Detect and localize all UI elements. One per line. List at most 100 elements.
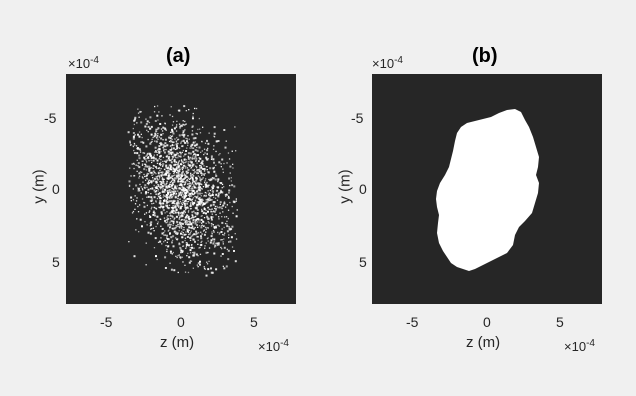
- speckle-point: [161, 171, 164, 174]
- speckle-point: [171, 124, 174, 126]
- speckle-point: [154, 140, 156, 142]
- speckle-point: [170, 165, 173, 168]
- speckle-point: [132, 199, 135, 201]
- speckle-point: [199, 204, 202, 206]
- speckle-point: [212, 185, 214, 187]
- speckle-point: [199, 253, 202, 255]
- speckle-point: [177, 176, 179, 178]
- speckle-point: [191, 190, 193, 192]
- speckle-point: [193, 227, 195, 230]
- speckle-point: [216, 242, 219, 245]
- speckle-point: [193, 251, 196, 254]
- speckle-point: [165, 161, 167, 163]
- speckle-point: [207, 227, 209, 229]
- speckle-point: [208, 208, 210, 210]
- speckle-point: [153, 165, 155, 167]
- speckle-point: [189, 249, 192, 252]
- speckle-point: [207, 210, 209, 213]
- speckle-point: [202, 202, 205, 204]
- speckle-point: [211, 231, 213, 233]
- speckle-point: [144, 166, 146, 168]
- speckle-point: [138, 175, 141, 177]
- speckle-point: [169, 164, 171, 166]
- speckle-point: [189, 252, 192, 254]
- speckle-point: [164, 220, 167, 223]
- speckle-point: [183, 184, 185, 186]
- speckle-point: [185, 192, 188, 195]
- speckle-point: [207, 268, 210, 271]
- speckle-point: [205, 192, 208, 194]
- speckle-point: [133, 152, 136, 154]
- speckle-point: [169, 137, 172, 140]
- speckle-point: [192, 155, 194, 157]
- speckle-point: [172, 195, 174, 198]
- speckle-point: [182, 139, 185, 142]
- speckle-point: [180, 173, 183, 176]
- speckle-point: [189, 177, 191, 180]
- speckle-point: [205, 158, 207, 160]
- speckle-point: [232, 163, 234, 165]
- speckle-point: [185, 215, 188, 217]
- speckle-point: [168, 152, 171, 155]
- speckle-point: [179, 198, 181, 200]
- speckle-point: [156, 105, 159, 107]
- speckle-point: [196, 209, 199, 211]
- speckle-point: [147, 125, 150, 128]
- speckle-point: [195, 107, 198, 110]
- speckle-point: [204, 172, 206, 175]
- speckle-point: [182, 245, 185, 247]
- speckle-point: [185, 150, 187, 152]
- speckle-point: [147, 183, 150, 186]
- speckle-point: [139, 110, 142, 113]
- speckle-point: [179, 177, 182, 180]
- speckle-point: [194, 216, 196, 218]
- speckle-point: [154, 177, 157, 180]
- speckle-point: [164, 188, 167, 191]
- speckle-point: [139, 204, 141, 206]
- speckle-point: [190, 208, 192, 210]
- speckle-point: [177, 197, 179, 200]
- speckle-point: [170, 193, 173, 196]
- speckle-point: [137, 108, 139, 110]
- speckle-point: [147, 152, 150, 155]
- speckle-point: [149, 172, 151, 174]
- speckle-point: [175, 215, 178, 218]
- speckle-point: [209, 194, 212, 197]
- speckle-point: [141, 198, 144, 200]
- speckle-point: [188, 181, 191, 183]
- speckle-point: [151, 203, 153, 205]
- speckle-point: [168, 238, 170, 240]
- speckle-point: [180, 180, 182, 182]
- speckle-point: [178, 166, 181, 169]
- speckle-point: [191, 186, 193, 188]
- speckle-point: [128, 241, 130, 243]
- speckle-point: [190, 177, 192, 179]
- speckle-point: [170, 161, 173, 164]
- speckle-point: [155, 150, 157, 153]
- speckle-point: [187, 231, 190, 233]
- speckle-point: [176, 231, 178, 233]
- speckle-point: [169, 232, 171, 235]
- speckle-point: [161, 211, 163, 213]
- speckle-point: [207, 251, 209, 254]
- speckle-point: [175, 143, 178, 146]
- speckle-point: [173, 170, 176, 172]
- speckle-point: [202, 126, 204, 128]
- speckle-point: [207, 198, 209, 201]
- speckle-point: [174, 207, 177, 209]
- speckle-point: [184, 222, 186, 224]
- speckle-point: [155, 130, 158, 133]
- speckle-point: [186, 236, 189, 238]
- speckle-point: [156, 223, 159, 225]
- speckle-point: [197, 266, 199, 268]
- speckle-point: [191, 203, 194, 205]
- speckle-point: [145, 212, 148, 214]
- speckle-point: [164, 219, 166, 222]
- speckle-point: [170, 152, 173, 155]
- speckle-point: [195, 132, 197, 135]
- speckle-point: [146, 177, 148, 180]
- speckle-point: [202, 168, 204, 170]
- speckle-point: [229, 240, 232, 243]
- speckle-point: [175, 163, 178, 166]
- speckle-point: [153, 212, 155, 215]
